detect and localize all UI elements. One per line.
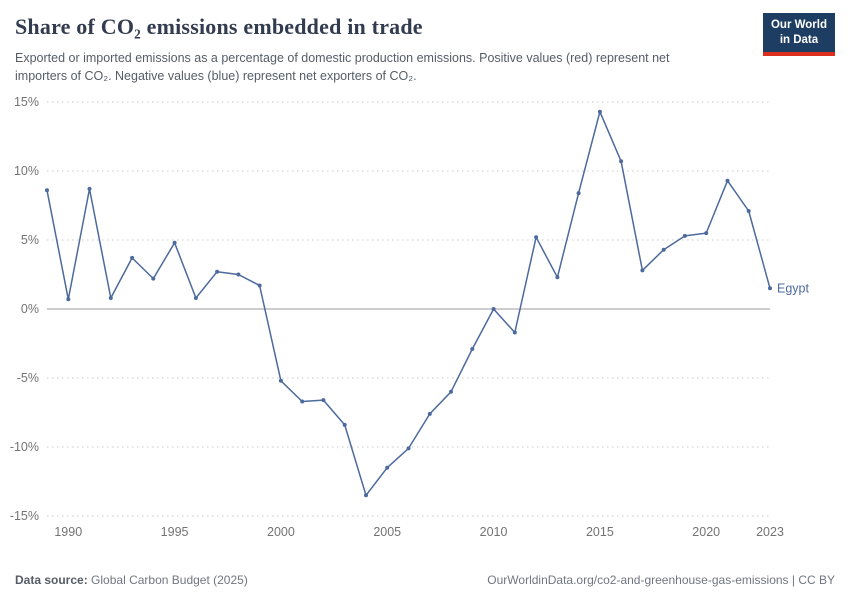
line-chart[interactable]: -15% -10% -5% 0% 5% 10% 15% 1990 1995 2000 2005 201… xyxy=(0,89,850,544)
data-point xyxy=(215,269,220,274)
data-point xyxy=(342,423,347,428)
data-point xyxy=(576,191,581,196)
data-point xyxy=(364,493,368,498)
data-source-label: Data source: xyxy=(15,573,88,587)
data-point xyxy=(512,330,517,335)
chart-area: -15% -10% -5% 0% 5% 10% 15% 1990 1995 2000 2005 201… xyxy=(0,89,850,544)
data-source-value: Global Carbon Budget (2025) xyxy=(91,573,248,587)
data-point xyxy=(151,276,156,281)
x-tick-label: 2000 xyxy=(267,525,295,539)
data-point xyxy=(597,109,602,114)
data-point xyxy=(87,187,92,192)
data-point xyxy=(725,178,730,183)
data-point xyxy=(427,412,432,417)
owid-logo-line1: Our World xyxy=(770,19,827,31)
x-tick-label: 1990 xyxy=(54,525,82,539)
y-tick-label: -10% xyxy=(10,440,39,454)
data-point xyxy=(555,275,560,280)
data-source: Data source: Global Carbon Budget (2025) xyxy=(15,573,248,587)
data-point xyxy=(321,398,326,403)
data-point xyxy=(300,399,305,404)
y-tick-label: -5% xyxy=(17,371,39,385)
x-tick-label: 2020 xyxy=(692,525,720,539)
data-point xyxy=(470,347,475,352)
data-point xyxy=(193,296,198,301)
x-tick-label: 2023 xyxy=(756,525,784,539)
chart-header: Share of CO₂ emissions embedded in trade… xyxy=(0,0,850,85)
data-point xyxy=(130,256,135,261)
data-point xyxy=(661,247,666,252)
data-point xyxy=(640,268,645,273)
owid-logo[interactable]: Our World in Data xyxy=(762,13,835,56)
series-end-label[interactable]: Egypt xyxy=(777,282,809,296)
data-point xyxy=(45,188,49,193)
data-point xyxy=(236,272,241,277)
data-point xyxy=(66,297,71,302)
data-point xyxy=(491,307,496,312)
data-point xyxy=(704,231,709,236)
chart-footer: Data source: Global Carbon Budget (2025)… xyxy=(15,573,835,587)
data-point xyxy=(108,296,113,301)
data-point xyxy=(534,235,539,240)
x-tick-label: 1995 xyxy=(161,525,189,539)
y-tick-label: 15% xyxy=(14,95,39,109)
owid-logo-line2: in Data xyxy=(779,33,819,46)
data-point xyxy=(278,379,283,384)
x-tick-label: 2015 xyxy=(586,525,614,539)
series-line-egypt[interactable] xyxy=(46,111,771,497)
chart-subtitle: Exported or imported emissions as a perc… xyxy=(15,51,670,84)
data-point xyxy=(172,241,177,246)
data-point xyxy=(406,446,411,451)
x-tick-label: 2005 xyxy=(373,525,401,539)
x-tick-label: 2010 xyxy=(480,525,508,539)
chart-title: Share of CO₂ emissions embedded in trade xyxy=(15,14,423,39)
y-tick-label: 5% xyxy=(21,233,39,247)
data-point xyxy=(385,465,390,470)
y-tick-label: -15% xyxy=(10,509,39,523)
data-point xyxy=(619,159,624,164)
data-point xyxy=(257,283,262,288)
data-point xyxy=(682,234,687,239)
data-point xyxy=(746,209,751,214)
y-tick-label: 10% xyxy=(14,164,39,178)
data-point xyxy=(449,390,453,395)
y-tick-label: 0% xyxy=(21,302,39,316)
attribution-link[interactable]: OurWorldinData.org/co2-and-greenhouse-ga… xyxy=(487,573,835,587)
data-point xyxy=(768,286,772,291)
